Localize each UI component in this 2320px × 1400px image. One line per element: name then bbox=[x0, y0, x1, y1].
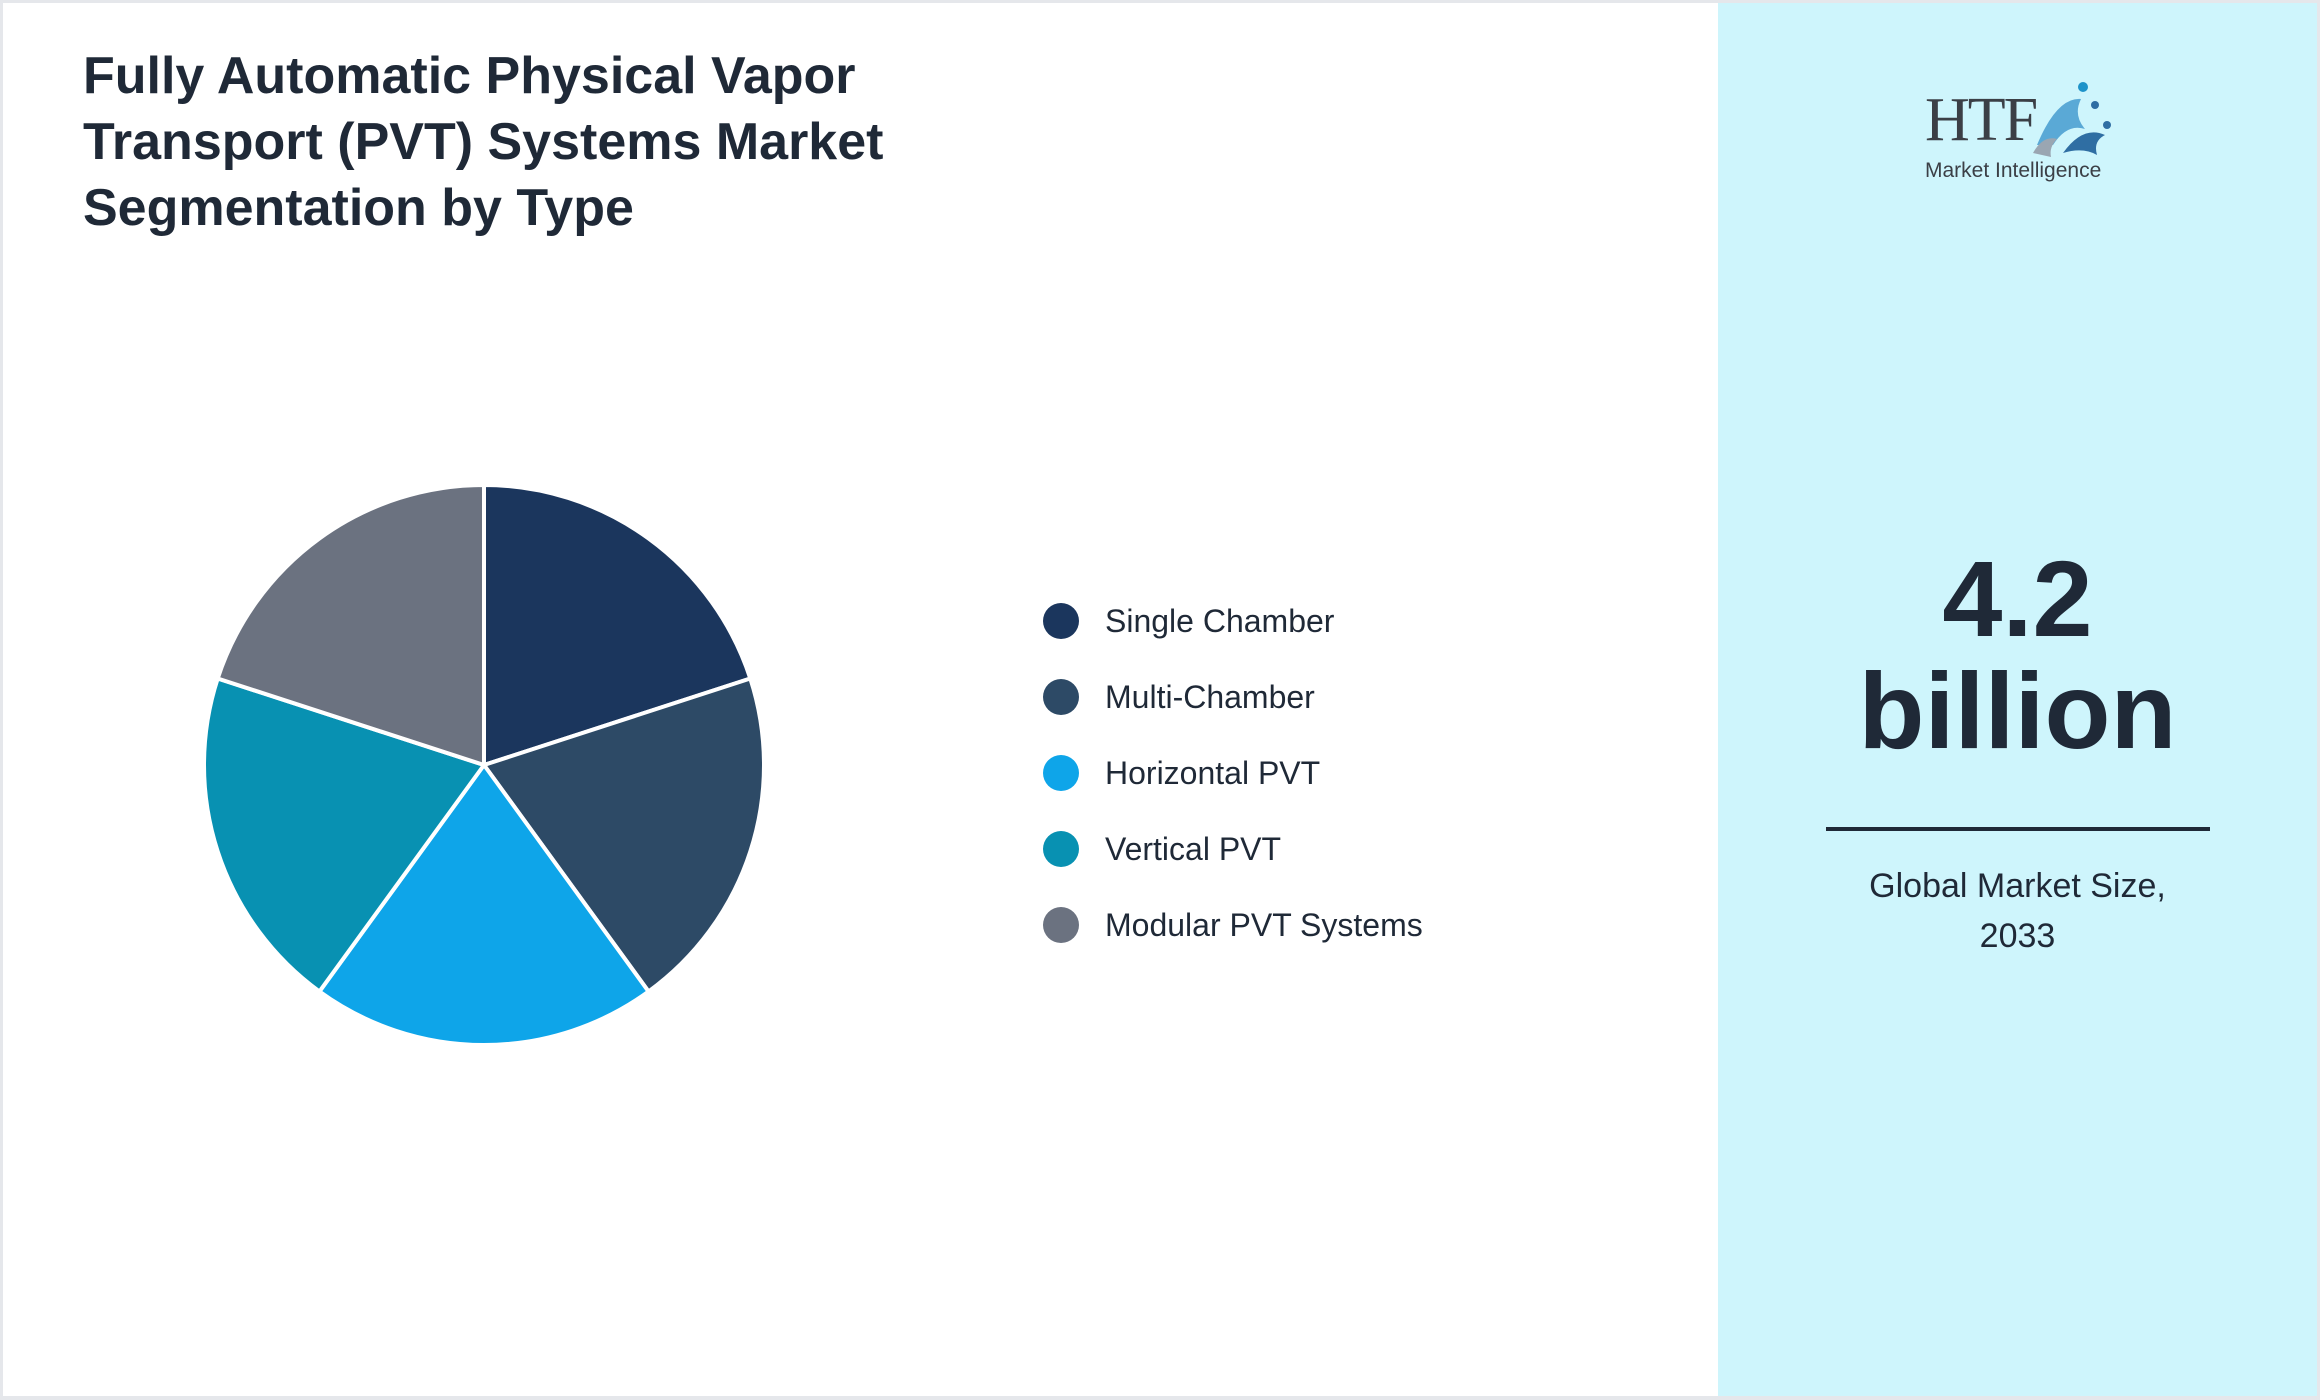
pie-slice-modular-pvt-systems bbox=[215, 483, 486, 767]
legend-swatch bbox=[1043, 831, 1079, 867]
legend-swatch bbox=[1043, 755, 1079, 791]
logo-letters: HTF bbox=[1925, 86, 2038, 154]
divider bbox=[1826, 827, 2210, 831]
legend-swatch bbox=[1043, 907, 1079, 943]
logo-figure-icon bbox=[2033, 82, 2111, 157]
legend-swatch bbox=[1043, 679, 1079, 715]
market-size-number: 4.2 bbox=[1942, 538, 2093, 659]
market-size-caption: Global Market Size, 2033 bbox=[1718, 861, 2317, 961]
legend-item: Vertical PVT bbox=[1043, 811, 1423, 887]
legend-item: Multi-Chamber bbox=[1043, 659, 1423, 735]
logo-subtitle: Market Intelligence bbox=[1925, 159, 2102, 182]
pie-slice-single-chamber bbox=[482, 483, 753, 767]
market-size-value: 4.2 billion bbox=[1718, 543, 2317, 767]
legend-label: Multi-Chamber bbox=[1105, 678, 1315, 715]
legend-item: Modular PVT Systems bbox=[1043, 887, 1423, 963]
pie-slice-horizontal-pvt bbox=[317, 763, 651, 1047]
legend-item: Single Chamber bbox=[1043, 583, 1423, 659]
legend-item: Horizontal PVT bbox=[1043, 735, 1423, 811]
market-size-unit: billion bbox=[1858, 650, 2177, 771]
infographic-canvas: Fully Automatic Physical Vapor Transport… bbox=[3, 3, 2317, 1396]
legend-label: Single Chamber bbox=[1105, 602, 1335, 639]
market-size-panel: HTF Market Intelligence 4.2 billion Glob… bbox=[1718, 3, 2317, 1396]
chart-legend: Single Chamber Multi-Chamber Horizontal PV… bbox=[1043, 583, 1423, 963]
legend-label: Horizontal PVT bbox=[1105, 754, 1321, 791]
legend-label: Vertical PVT bbox=[1105, 830, 1282, 867]
pie-slice-vertical-pvt bbox=[202, 676, 486, 994]
legend-swatch bbox=[1043, 603, 1079, 639]
caption-line-2: 2033 bbox=[1979, 917, 2056, 955]
chart-title: Fully Automatic Physical Vapor Transport… bbox=[83, 47, 884, 237]
pie-slice-multi-chamber bbox=[482, 676, 766, 994]
legend-label: Modular PVT Systems bbox=[1105, 906, 1423, 943]
pie-chart bbox=[202, 483, 766, 1047]
htf-logo: HTF Market Intelligence bbox=[1925, 79, 2115, 189]
caption-line-1: Global Market Size, bbox=[1869, 867, 2166, 905]
